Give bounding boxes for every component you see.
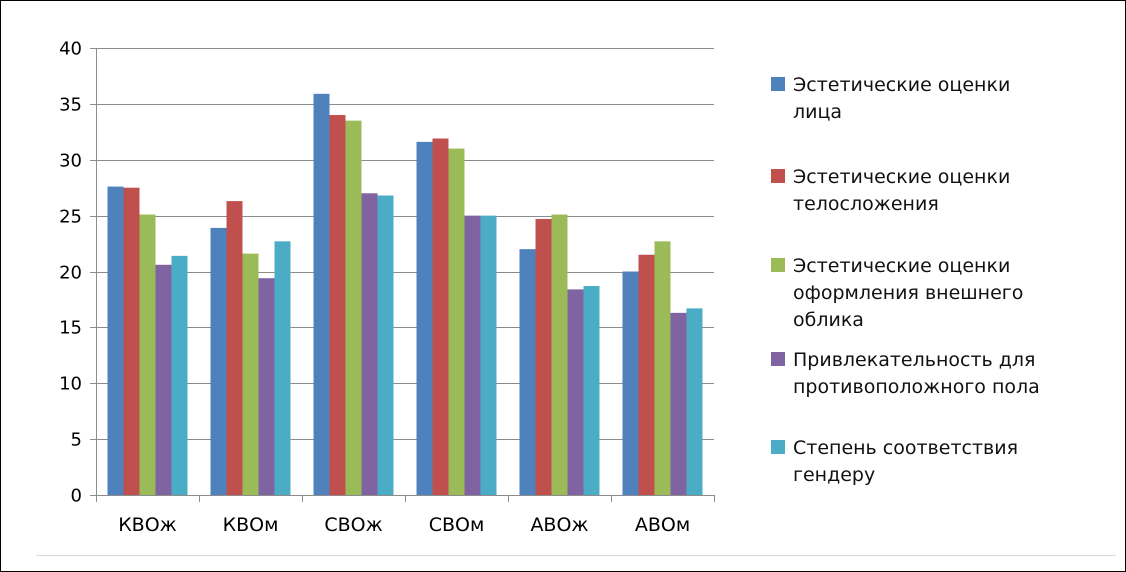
bar-4-СВОм	[464, 215, 481, 496]
bar-4-КВОм	[258, 278, 275, 495]
bar-3-СВОж	[345, 120, 362, 495]
bar-2-СВОж	[329, 115, 346, 496]
bar-1-КВОж	[107, 186, 124, 495]
legend-item-5: Степень соответствия гендеру	[771, 437, 1018, 486]
bar-1-КВОм	[210, 227, 227, 496]
bar-1-СВОж	[313, 93, 330, 495]
axes	[90, 48, 715, 502]
bar-5-СВОм	[480, 215, 497, 496]
x-category-label: СВОм	[429, 514, 485, 536]
y-tick-label: 40	[59, 39, 82, 60]
bar-3-АВОж	[551, 214, 568, 495]
x-category-label: КВОм	[223, 514, 279, 536]
bar-5-АВОж	[583, 286, 600, 495]
legend-item-4: Привлекательность для противоположного по…	[771, 349, 1040, 398]
legend-label: оформления внешнего	[793, 282, 1023, 304]
bar-2-КВОм	[226, 201, 243, 495]
bar-3-КВОж	[139, 214, 156, 495]
bar-1-АВОм	[622, 271, 639, 495]
bar-3-КВОм	[242, 253, 259, 495]
bars	[107, 93, 703, 496]
bar-1-АВОж	[519, 249, 536, 495]
legend-swatch	[771, 77, 785, 91]
bar-2-КВОж	[123, 187, 140, 495]
bar-5-АВОм	[686, 308, 703, 495]
y-tick-label: 0	[71, 486, 82, 507]
bar-4-АВОж	[567, 289, 584, 495]
bar-1-СВОм	[416, 141, 433, 495]
bar-4-КВОж	[155, 264, 172, 495]
x-category-label: КВОж	[118, 514, 177, 536]
x-category-label: СВОж	[324, 514, 382, 536]
legend-label: Привлекательность для	[793, 349, 1035, 371]
legend-swatch	[771, 169, 785, 183]
bar-4-АВОм	[670, 312, 687, 495]
legend-label: облика	[793, 309, 864, 331]
y-tick-label: 25	[59, 207, 82, 228]
legend-label: Эстетические оценки	[793, 166, 1010, 188]
legend-swatch	[771, 352, 785, 366]
bar-3-АВОм	[654, 241, 671, 495]
legend-label: гендеру	[793, 464, 875, 486]
legend-label: Степень соответствия	[793, 437, 1018, 459]
bar-5-СВОж	[377, 195, 394, 495]
bar-2-СВОм	[432, 138, 449, 495]
divider	[36, 555, 1116, 556]
bar-2-АВОж	[535, 218, 552, 496]
legend-label: Эстетические оценки	[793, 74, 1010, 96]
legend-item-1: Эстетические оценки лица	[771, 74, 1010, 123]
bar-5-КВОм	[274, 241, 291, 495]
legend-label: лица	[793, 101, 842, 123]
y-axis-ticks: 0 5 10 15 20 25 30 35 40	[59, 39, 82, 507]
x-category-label: АВОм	[635, 514, 690, 536]
y-tick-label: 20	[59, 263, 82, 284]
bar-4-СВОж	[361, 193, 378, 495]
legend-swatch	[771, 440, 785, 454]
legend-label: противоположного пола	[793, 376, 1040, 398]
y-tick-label: 15	[59, 318, 82, 339]
y-tick-label: 5	[71, 430, 82, 451]
legend-label: Эстетические оценки	[793, 255, 1010, 277]
bar-2-АВОм	[638, 254, 655, 495]
legend-label: телосложения	[793, 193, 939, 215]
y-tick-label: 35	[59, 95, 82, 116]
bar-5-КВОж	[171, 255, 188, 495]
legend-swatch	[771, 258, 785, 272]
legend-item-3: Эстетические оценки оформления внешнего об…	[771, 255, 1023, 331]
y-tick-label: 30	[59, 151, 82, 172]
x-axis-category-labels: КВОж КВОм СВОж СВОм АВОж АВОм	[118, 514, 690, 536]
gridlines	[96, 48, 714, 440]
y-tick-label: 10	[59, 374, 82, 395]
bar-3-СВОм	[448, 148, 465, 495]
legend-item-2: Эстетические оценки телосложения	[771, 166, 1010, 215]
x-category-label: АВОж	[530, 514, 588, 536]
